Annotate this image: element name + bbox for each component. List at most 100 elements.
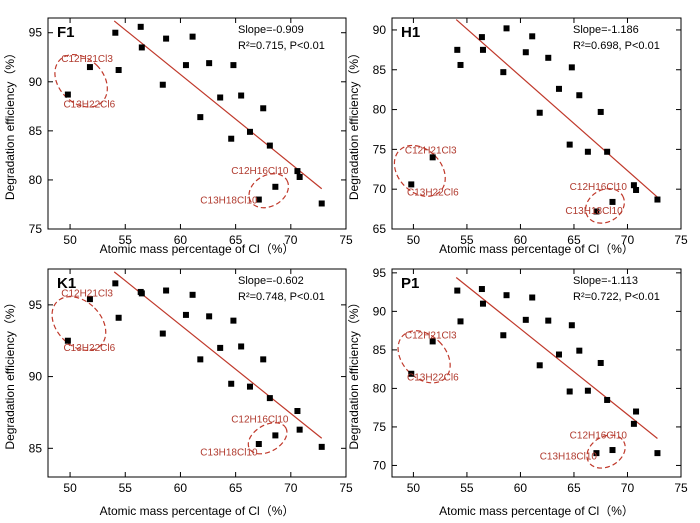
data-point (479, 46, 486, 53)
compound-label: C13H18Cl10 (200, 195, 258, 206)
x-tick-label: 50 (63, 233, 77, 247)
compound-label: C12H21Cl3 (405, 330, 457, 341)
y-tick-label: 85 (29, 124, 43, 138)
highlight-ellipse (248, 173, 290, 209)
data-point (630, 420, 637, 427)
data-point (115, 67, 122, 74)
data-point (457, 318, 464, 325)
data-point (294, 408, 301, 415)
compound-label: C12H21Cl3 (61, 54, 113, 65)
compound-label: C13H18Cl10 (200, 447, 258, 458)
data-point (478, 34, 485, 41)
data-point (503, 292, 510, 299)
y-tick-label: 95 (29, 26, 43, 40)
chart-panel-p1: 50 55 60 65 70 75 70 75 80 85 90 95 Atomic mass perc… (347, 266, 688, 518)
y-tick-label: 90 (29, 75, 43, 89)
panel-label: H1 (401, 24, 420, 41)
y-tick-label: 75 (373, 142, 387, 156)
panel-label: K1 (57, 275, 76, 292)
data-point (545, 54, 552, 61)
data-point (576, 92, 583, 99)
y-tick-label: 70 (373, 182, 387, 196)
data-point (266, 395, 273, 402)
data-point (522, 49, 529, 56)
y-axis-label: Degradation efficiency（%） (347, 296, 361, 449)
x-axis-label: Atomic mass percentage of Cl（%） (439, 242, 634, 256)
panel-label: P1 (401, 275, 419, 292)
regression-line (455, 277, 658, 439)
regression-line (113, 20, 323, 190)
compound-label: C13H18Cl10 (565, 206, 623, 217)
data-point (597, 359, 604, 366)
data-point (576, 347, 583, 354)
y-tick-label: 80 (373, 103, 387, 117)
data-point (584, 387, 591, 394)
data-point (230, 62, 237, 69)
data-point (318, 443, 325, 450)
x-axis-label: Atomic mass percentage of Cl（%） (439, 504, 634, 518)
data-point (566, 141, 573, 148)
slope-text: Slope=-1.113 (573, 275, 638, 287)
data-point (64, 91, 71, 98)
x-tick-label: 55 (460, 233, 474, 247)
x-axis-label: Atomic mass percentage of Cl（%） (100, 242, 295, 256)
data-point (228, 135, 235, 142)
data-point (593, 450, 600, 457)
data-point (609, 447, 616, 454)
data-point (228, 380, 235, 387)
data-point (206, 60, 213, 67)
panel-label: F1 (57, 24, 75, 41)
data-point (217, 344, 224, 351)
data-point (189, 33, 196, 40)
compound-label: C12H16Cl10 (570, 182, 628, 193)
regression-line (455, 19, 658, 198)
data-point (429, 338, 436, 345)
x-tick-label: 50 (63, 481, 77, 495)
data-point (536, 109, 543, 116)
y-axis-label: Degradation efficiency（%） (3, 47, 17, 200)
plot-frame (391, 17, 682, 230)
data-point (500, 69, 507, 76)
x-tick-label: 65 (567, 481, 581, 495)
y-tick-label: 65 (373, 222, 387, 236)
data-point (294, 168, 301, 175)
y-tick-label: 85 (373, 63, 387, 77)
chart-panel-k1: 50 55 60 65 70 75 85 90 95 Atomic mass percentage… (3, 268, 353, 518)
x-tick-label: 75 (674, 481, 688, 495)
y-tick-label: 85 (29, 441, 43, 455)
data-point (112, 29, 119, 36)
data-point (296, 173, 303, 180)
compound-label: C12H16Cl10 (231, 414, 289, 425)
data-point (529, 33, 536, 40)
data-point (568, 64, 575, 71)
data-point (266, 142, 273, 149)
data-point (609, 198, 616, 205)
data-point (633, 408, 640, 415)
r2-text: R²=0.715, P<0.01 (238, 40, 325, 52)
data-point (503, 25, 510, 32)
compound-label: C12H21Cl3 (405, 145, 457, 156)
x-tick-label: 65 (567, 233, 581, 247)
data-point (159, 330, 166, 337)
data-point (86, 64, 93, 71)
compound-label: C12H16Cl10 (570, 430, 628, 441)
y-tick-label: 75 (29, 222, 43, 236)
data-point (64, 337, 71, 344)
data-point (584, 148, 591, 155)
y-axis-label: Degradation efficiency（%） (347, 47, 361, 200)
data-point (197, 356, 204, 363)
data-point (568, 322, 575, 329)
data-point (189, 291, 196, 298)
data-point (522, 316, 529, 323)
x-tick-label: 55 (119, 481, 133, 495)
x-tick-label: 70 (621, 233, 635, 247)
slope-text: Slope=-0.909 (238, 24, 304, 36)
data-point (479, 300, 486, 307)
x-tick-label: 75 (339, 233, 353, 247)
highlight-ellipse (586, 434, 626, 469)
y-tick-label: 95 (29, 298, 43, 312)
plot-frame (47, 17, 347, 230)
x-tick-label: 60 (174, 233, 188, 247)
data-point (545, 317, 552, 324)
